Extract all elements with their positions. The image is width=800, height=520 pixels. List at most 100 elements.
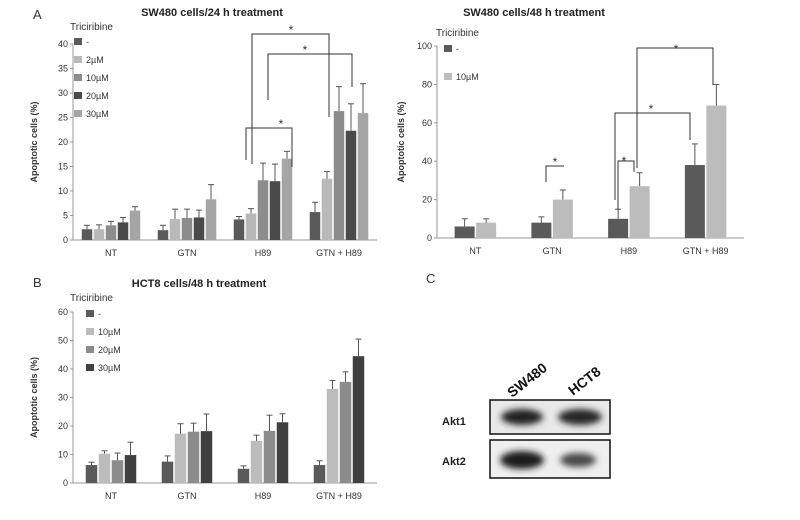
significance-star: * [279,117,284,131]
y-tick-label: 20 [58,421,68,431]
bar [117,222,129,240]
western-blot: SW480 HCT8 Akt1 Akt2 [442,359,611,479]
y-tick-label: 80 [422,79,432,89]
bar [531,222,552,238]
legend-label: - [98,309,101,319]
significance-bracket [614,112,691,200]
panel-letter-c: C [426,271,435,286]
bar [169,218,181,240]
y-tick-label: 5 [63,211,68,221]
y-tick-label: 30 [58,393,68,403]
panel-letter-a: A [33,7,42,22]
bar [81,229,93,240]
bar [608,218,629,238]
bar [321,178,333,240]
legend-title: Triciribine [70,293,113,304]
bar [233,219,245,240]
significance-bracket [636,47,714,168]
bar [93,229,105,240]
legend-label: 10µM [86,73,109,83]
significance-bracket [251,33,330,164]
y-tick-label: 50 [58,336,68,346]
legend-swatch [74,56,82,63]
bar [333,111,345,240]
bar [313,465,326,483]
bar [326,388,339,483]
y-tick-label: 25 [58,113,68,123]
legend-title: Triciribine [70,22,113,33]
y-tick-label: 0 [63,478,68,488]
blot-lane-label-sw480: SW480 [504,359,550,400]
y-tick-label: 15 [58,162,68,172]
blot-band-akt2-sw480 [500,451,544,469]
significance-star: * [303,43,308,57]
x-tick-label: GTN + H89 [316,491,362,501]
legend-swatch [86,346,94,353]
significance-star: * [649,102,654,116]
bar [85,465,98,483]
chart-title: SW480 cells/48 h treatment [463,7,605,19]
legend-swatch [74,38,82,45]
legend-label: 10µM [456,72,479,82]
bar [193,217,205,240]
bar [245,213,257,240]
y-tick-label: 0 [63,235,68,245]
y-tick-label: 10 [58,186,68,196]
x-tick-label: NT [105,248,117,258]
x-tick-label: H89 [621,246,638,256]
legend-label: - [456,44,459,54]
blot-band-akt1-sw480 [501,409,543,425]
y-tick-label: 20 [58,137,68,147]
y-tick-label: 35 [58,64,68,74]
bar [205,199,217,240]
bar [111,460,124,483]
bar [345,130,357,240]
x-tick-label: GTN [178,491,197,501]
bar [476,222,497,238]
x-tick-label: GTN + H89 [683,246,729,256]
chart-sw480-48h: SW480 cells/48 h treatment 0 20 40 60 80 100 Ap… [396,7,744,256]
bar [276,422,289,483]
y-tick-label: 40 [422,156,432,166]
x-tick-label: GTN [178,248,197,258]
bar [263,430,276,483]
legend-label: 20µM [86,91,109,101]
y-tick-label: 60 [58,307,68,317]
legend-label: 30µM [86,109,109,119]
y-tick-label: 60 [422,118,432,128]
chart-hct8-48h: HCT8 cells/48 h treatment 0 10 20 30 40 50 60 Ap… [29,278,377,501]
bar [357,113,369,240]
bar [174,433,187,483]
significance-bracket [267,53,353,100]
y-tick-label: 10 [58,450,68,460]
legend-label: - [86,37,89,47]
y-tick-label: 100 [417,41,432,51]
bar [161,461,174,483]
legend-label: 20µM [98,345,121,355]
significance-bracket [545,165,564,182]
x-tick-label: GTN [543,246,562,256]
x-tick-label: GTN + H89 [316,248,362,258]
legend-title: Triciribine [436,28,479,39]
bar [629,186,650,238]
bar [187,431,200,483]
y-axis-label: Apoptotic cells (%) [29,357,39,438]
y-tick-label: 20 [422,195,432,205]
bar [124,455,137,483]
x-tick-label: H89 [255,248,272,258]
bar [552,199,573,238]
chart-title: SW480 cells/24 h treatment [141,7,283,19]
x-tick-label: NT [469,246,481,256]
significance-star: * [622,154,627,168]
bar [250,440,263,483]
legend-swatch [86,328,94,335]
significance-bracket [617,160,635,210]
y-tick-label: 0 [427,233,432,243]
x-tick-label: H89 [255,491,272,501]
bar [181,217,193,240]
significance-star: * [289,23,294,37]
x-tick-label: NT [105,491,117,501]
bar [281,158,293,240]
legend-swatch [444,45,452,52]
